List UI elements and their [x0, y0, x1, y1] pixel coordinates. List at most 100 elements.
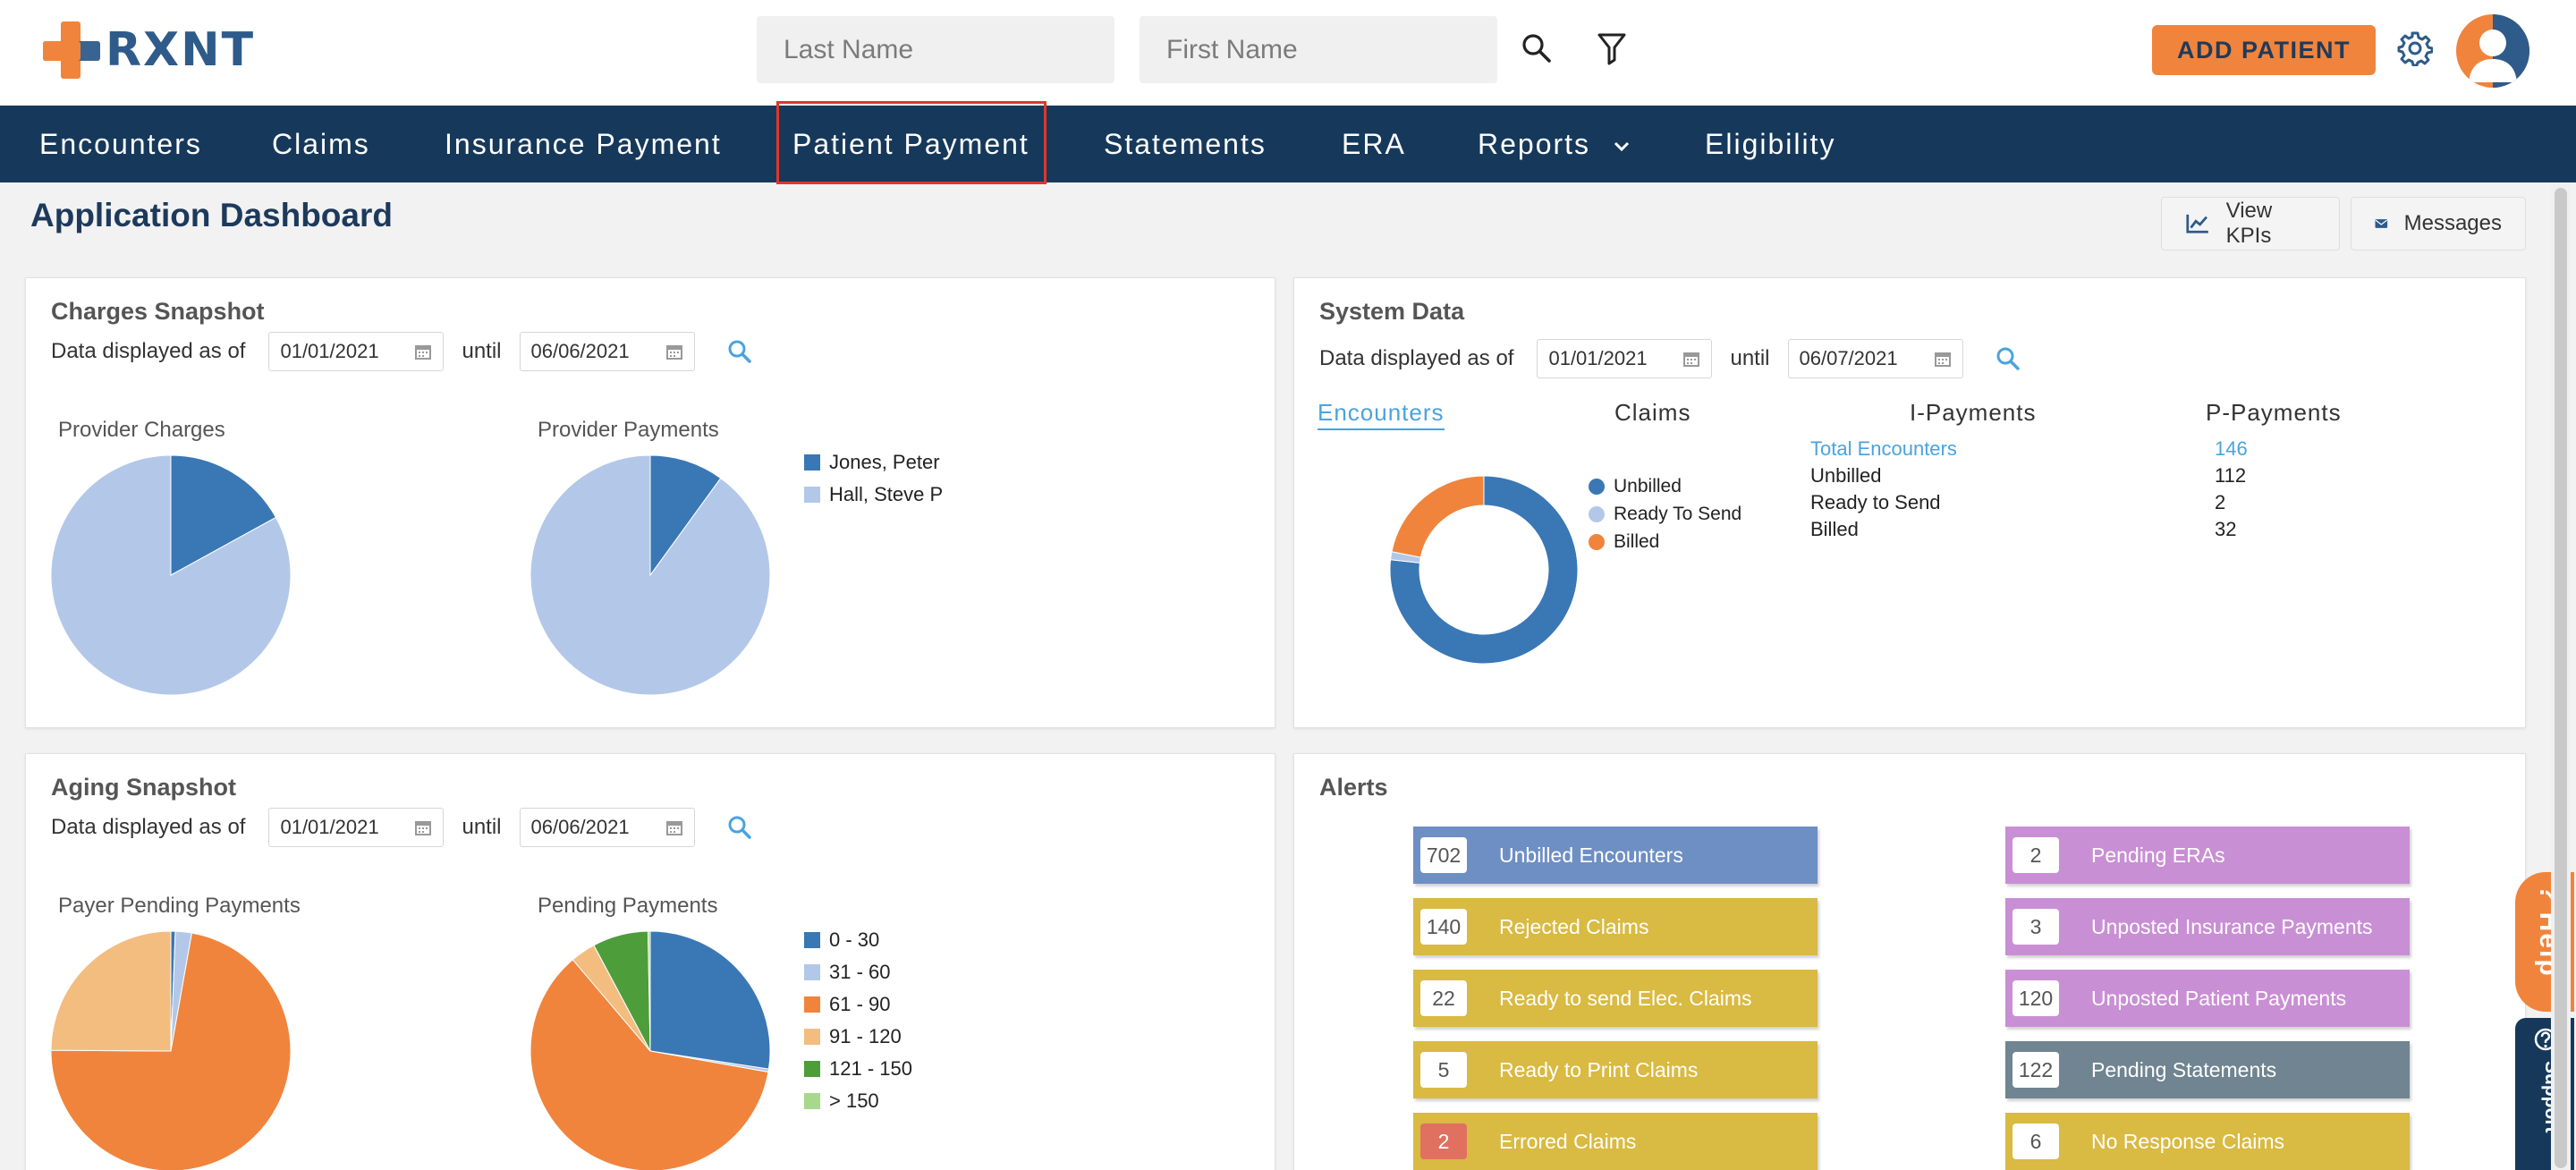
nav-claims[interactable]: Claims	[272, 128, 370, 160]
data-displayed-label: Data displayed as of	[1319, 346, 1514, 370]
legend-item[interactable]: 91 - 120	[804, 1021, 912, 1053]
encounters-donut-chart	[1389, 475, 1579, 665]
alert-item[interactable]: 5 Ready to Print Claims	[1413, 1041, 1818, 1098]
legend-item[interactable]: Ready To Send	[1589, 500, 1741, 528]
alert-count-badge: 120	[2012, 980, 2059, 1016]
add-patient-button[interactable]: ADD PATIENT	[2152, 25, 2376, 75]
pie-slice-hall-steve-p[interactable]	[50, 454, 292, 696]
legend-item[interactable]: Jones, Peter	[804, 446, 943, 479]
alert-label: Errored Claims	[1499, 1129, 1637, 1153]
aging-to-date-input[interactable]: 06/06/2021	[519, 808, 695, 847]
pie-slice-0-30[interactable]	[649, 930, 771, 1070]
alert-label: Unposted Patient Payments	[2091, 986, 2347, 1010]
alert-item[interactable]: 22 Ready to send Elec. Claims	[1413, 970, 1818, 1027]
pie-slice-jones-peter[interactable]	[170, 454, 277, 576]
view-kpis-button[interactable]: View KPIs	[2161, 197, 2340, 250]
legend-item[interactable]: Unbilled	[1589, 472, 1741, 500]
search-icon[interactable]	[1517, 29, 1556, 68]
messages-label: Messages	[2403, 211, 2502, 235]
legend-swatch	[804, 1061, 820, 1077]
data-displayed-label: Data displayed as of	[51, 339, 246, 363]
tab-p-payments[interactable]: P-Payments	[2206, 399, 2342, 426]
nav-eligibility[interactable]: Eligibility	[1705, 128, 1836, 160]
rxnt-logo[interactable]: RXNT	[41, 20, 255, 81]
messages-button[interactable]: Messages	[2351, 197, 2526, 250]
legend-swatch	[804, 996, 820, 1013]
alert-item[interactable]: 2 Pending ERAs	[2005, 827, 2410, 884]
legend-item[interactable]: Billed	[1589, 528, 1741, 555]
pie-slice-91-120[interactable]	[50, 930, 172, 1052]
date-value: 01/01/2021	[280, 816, 379, 838]
charges-snapshot-card: Charges Snapshot Data displayed as of 01…	[25, 277, 1275, 728]
alert-item[interactable]: 3 Unposted Insurance Payments	[2005, 898, 2410, 955]
charges-from-date-input[interactable]: 01/01/2021	[268, 332, 445, 371]
nav-encounters[interactable]: Encounters	[39, 128, 202, 160]
legend-item[interactable]: 61 - 90	[804, 988, 912, 1021]
first-name-input[interactable]	[1140, 16, 1497, 83]
legend-label: 91 - 120	[829, 1025, 902, 1047]
scrollbar-thumb[interactable]	[2555, 188, 2567, 1168]
alert-count-badge: 122	[2012, 1052, 2059, 1088]
date-value: 06/06/2021	[530, 816, 630, 838]
pie-slice-61-90[interactable]	[530, 959, 769, 1170]
alert-item[interactable]: 702 Unbilled Encounters	[1413, 827, 1818, 884]
alert-item[interactable]: 6 No Response Claims	[2005, 1113, 2410, 1170]
filter-icon[interactable]	[1592, 29, 1631, 68]
total-encounters-value[interactable]: 146	[2215, 437, 2248, 460]
tab-encounters[interactable]: Encounters	[1318, 399, 1445, 430]
user-avatar[interactable]	[2456, 14, 2529, 88]
legend-swatch	[1589, 478, 1605, 495]
legend-item[interactable]: 31 - 60	[804, 956, 912, 988]
nav-patient-payment[interactable]: Patient Payment	[792, 128, 1030, 160]
alert-item[interactable]: 122 Pending Statements	[2005, 1041, 2410, 1098]
legend-item[interactable]: 0 - 30	[804, 924, 912, 956]
alert-label: No Response Claims	[2091, 1129, 2285, 1153]
pie-slice-unbilled[interactable]	[1389, 475, 1579, 665]
alert-item[interactable]: 120 Unposted Patient Payments	[2005, 970, 2410, 1027]
billed-label: Billed	[1810, 518, 1859, 540]
provider-charges-label: Provider Charges	[58, 418, 225, 442]
aging-from-date-input[interactable]: 01/01/2021	[268, 808, 445, 847]
system-to-date-input[interactable]: 06/07/2021	[1787, 339, 1963, 378]
legend-item[interactable]: Hall, Steve P	[804, 479, 943, 511]
total-encounters-label[interactable]: Total Encounters	[1810, 437, 1957, 460]
nav-statements[interactable]: Statements	[1104, 128, 1267, 160]
search-icon[interactable]	[727, 815, 752, 840]
system-data-title: System Data	[1319, 298, 1465, 325]
alert-item[interactable]: 140 Rejected Claims	[1413, 898, 1818, 955]
nav-era[interactable]: ERA	[1342, 128, 1406, 160]
legend-swatch	[804, 454, 820, 471]
legend-swatch	[804, 932, 820, 948]
pie-slice-billed[interactable]	[1391, 475, 1485, 558]
charges-to-date-input[interactable]: 06/06/2021	[519, 332, 695, 371]
calendar-icon	[1934, 352, 1951, 367]
nav-insurance-payment[interactable]: Insurance Payment	[445, 128, 722, 160]
legend-item[interactable]: > 150	[804, 1085, 912, 1117]
pie-slice-61-90[interactable]	[50, 932, 292, 1170]
search-icon[interactable]	[727, 339, 752, 364]
system-legend: Unbilled Ready To Send Billed	[1589, 472, 1741, 555]
search-icon[interactable]	[1996, 346, 2021, 371]
legend-item[interactable]: 121 - 150	[804, 1053, 912, 1085]
legend-label: 0 - 30	[829, 928, 880, 951]
alert-count-badge: 702	[1420, 837, 1467, 873]
page-scrollbar[interactable]	[2551, 184, 2571, 1170]
last-name-input[interactable]	[757, 16, 1114, 83]
pie-slice-jones-peter[interactable]	[649, 454, 722, 577]
legend-label: > 150	[829, 1089, 879, 1112]
pie-slice--150[interactable]	[647, 930, 651, 1052]
alert-item[interactable]: 2 Errored Claims	[1413, 1113, 1818, 1170]
calendar-icon	[415, 821, 432, 835]
gear-icon[interactable]	[2395, 29, 2435, 68]
envelope-icon	[2375, 219, 2388, 228]
pie-slice-hall-steve-p[interactable]	[530, 454, 771, 696]
legend-label: Jones, Peter	[829, 451, 940, 473]
unbilled-label: Unbilled	[1810, 464, 1882, 487]
system-from-date-input[interactable]: 01/01/2021	[1537, 339, 1713, 378]
tab-i-payments[interactable]: I-Payments	[1910, 399, 2037, 426]
nav-reports[interactable]: Reports	[1478, 106, 1631, 182]
calendar-icon	[665, 821, 682, 835]
tab-claims[interactable]: Claims	[1614, 399, 1691, 426]
legend-label: Hall, Steve P	[829, 483, 944, 505]
provider-charges-pie-chart	[50, 454, 292, 696]
